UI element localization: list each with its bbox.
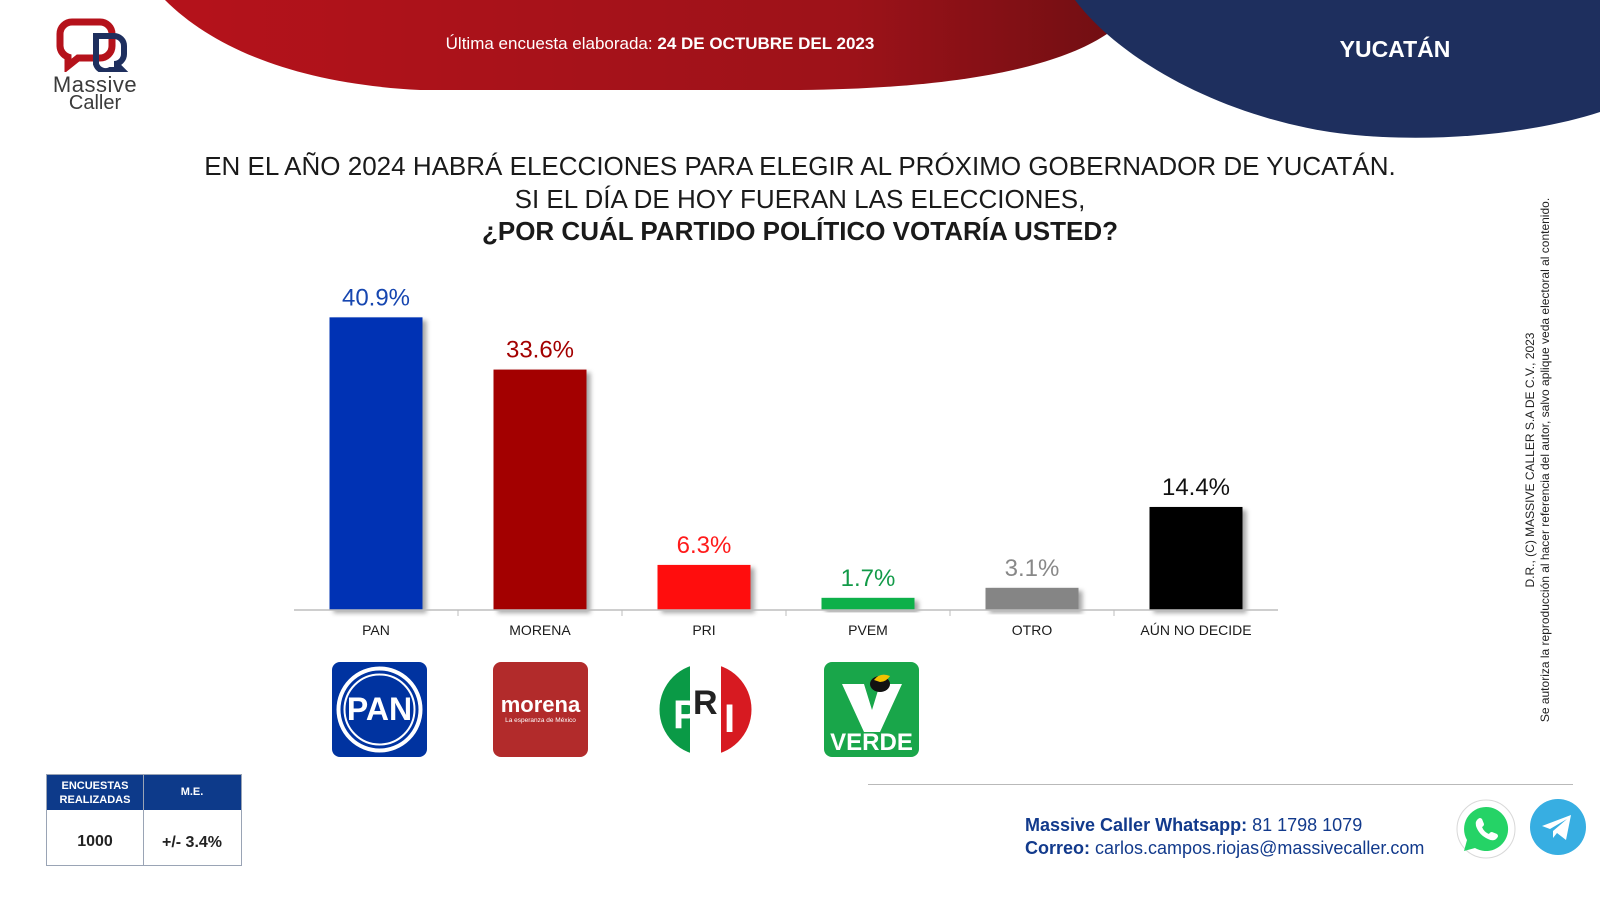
- margin-error-header: M.E.: [180, 786, 204, 798]
- pvem-logo-text: VERDE: [830, 729, 913, 756]
- whatsapp-number[interactable]: 81 1798 1079: [1252, 815, 1363, 835]
- footer-divider: [868, 784, 1573, 785]
- whatsapp-label: Massive Caller Whatsapp:: [1025, 815, 1248, 835]
- category-label-4: OTRO: [1012, 622, 1053, 638]
- value-label-5: 14.4%: [1162, 474, 1230, 501]
- surveys-header-line2: REALIZADAS: [59, 794, 131, 806]
- value-label-4: 3.1%: [1005, 555, 1060, 582]
- morena-logo-icon: morena La esperanza de México: [493, 662, 588, 757]
- email-link[interactable]: carlos.campos.riojas@massivecaller.com: [1095, 838, 1425, 858]
- copyright-line-1: D.R., (C) MASSIVE CALLER S.A DE C.V., 20…: [1523, 332, 1537, 588]
- value-label-2: 6.3%: [677, 532, 732, 559]
- surveys-count: 1000: [77, 833, 113, 850]
- table-divider: [143, 775, 144, 865]
- vote-intention-bar-chart: 40.9% PAN 33.6% MORENA 6.3% PRI 1.7% PVEM 3.1% OT…: [294, 284, 1278, 638]
- whatsapp-contact: Massive Caller Whatsapp: 81 1798 1079: [1025, 815, 1362, 836]
- header-red-band: [165, 0, 1140, 90]
- copyright-notice: D.R., (C) MASSIVE CALLER S.A DE C.V., 20…: [1523, 180, 1553, 740]
- pan-logo-icon: PAN: [332, 662, 427, 757]
- category-label-0: PAN: [362, 622, 390, 638]
- margin-error-value: +/- 3.4%: [161, 834, 223, 851]
- header-banner: [165, 0, 1600, 138]
- bar-pri: [657, 564, 751, 610]
- question-line-3: ¿POR CUÁL PARTIDO POLÍTICO VOTARÍA USTED…: [481, 216, 1119, 246]
- category-label-1: MORENA: [509, 622, 571, 638]
- question-line-2: SI EL DÍA DE HOY FUERAN LAS ELECCIONES,: [514, 184, 1086, 214]
- survey-date-text: Última encuesta elaborada: 24 DE OCTUBRE…: [380, 34, 940, 54]
- logo-name-line1: Massive: [52, 72, 138, 97]
- copyright-line-2: Se autoriza la reproducción al hacer ref…: [1538, 197, 1552, 723]
- value-label-1: 33.6%: [506, 337, 574, 364]
- bar-pan: [329, 317, 423, 610]
- massive-caller-logo: Massive Caller: [40, 16, 150, 122]
- survey-date-value: 24 DE OCTUBRE DEL 2023: [657, 34, 875, 53]
- category-label-5: AÚN NO DECIDE: [1140, 622, 1251, 638]
- chat-bubbles-logo-icon: [56, 18, 129, 72]
- email-contact: Correo: carlos.campos.riojas@massivecall…: [1025, 838, 1424, 859]
- category-label-2: PRI: [692, 622, 715, 638]
- pri-logo-letter-i: I: [724, 697, 735, 741]
- bar-a-n-no-decide: [1149, 506, 1243, 610]
- pan-logo-text: PAN: [347, 691, 412, 727]
- value-label-0: 40.9%: [342, 284, 410, 311]
- region-title: YUCATÁN: [1339, 36, 1451, 62]
- sample-table-header: ENCUESTAS REALIZADAS M.E.: [47, 775, 241, 810]
- pri-logo-icon: P R I: [658, 662, 753, 757]
- email-label: Correo:: [1025, 838, 1091, 858]
- logo-name-line2: Caller: [68, 92, 122, 114]
- bar-morena: [493, 369, 587, 610]
- pvem-logo-icon: VERDE: [824, 662, 919, 757]
- bar-pvem: [821, 597, 915, 610]
- value-label-3: 1.7%: [841, 565, 896, 592]
- pri-logo-letter-r: R: [693, 684, 718, 722]
- header-navy-band: [1075, 0, 1600, 138]
- question-line-1: EN EL AÑO 2024 HABRÁ ELECCIONES PARA ELE…: [204, 151, 1396, 181]
- category-label-3: PVEM: [848, 622, 888, 638]
- telegram-icon[interactable]: [1529, 798, 1587, 856]
- whatsapp-icon[interactable]: [1455, 798, 1517, 860]
- morena-logo-subtext: La esperanza de México: [505, 717, 576, 724]
- surveys-header-line1: ENCUESTAS: [61, 780, 129, 792]
- morena-logo-text: morena: [501, 692, 581, 717]
- survey-date-prefix: Última encuesta elaborada:: [445, 34, 653, 53]
- surveys-header: ENCUESTAS REALIZADAS: [47, 779, 143, 807]
- sample-info-table: ENCUESTAS REALIZADAS M.E. 1000 +/- 3.4%: [46, 774, 242, 866]
- pri-logo-letter-p: P: [673, 693, 700, 737]
- bar-otro: [985, 587, 1079, 610]
